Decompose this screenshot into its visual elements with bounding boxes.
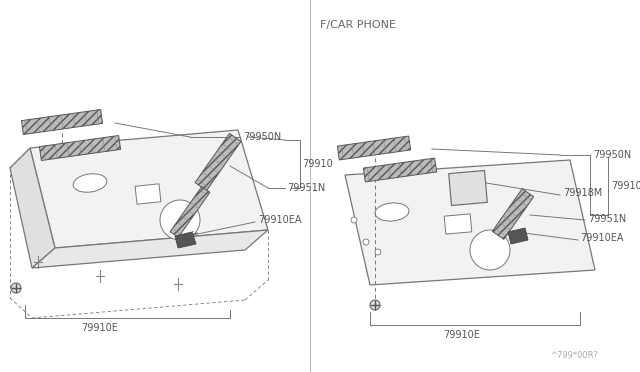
Circle shape xyxy=(11,283,21,293)
Polygon shape xyxy=(135,184,161,204)
Polygon shape xyxy=(21,109,102,135)
Circle shape xyxy=(363,239,369,245)
Text: 79910EA: 79910EA xyxy=(580,233,623,243)
Circle shape xyxy=(370,300,380,310)
Polygon shape xyxy=(337,136,411,160)
Polygon shape xyxy=(345,160,595,285)
Circle shape xyxy=(351,217,357,223)
Text: 79910: 79910 xyxy=(611,181,640,191)
Text: 79910EA: 79910EA xyxy=(258,215,301,225)
Polygon shape xyxy=(195,134,241,190)
Polygon shape xyxy=(10,148,55,268)
Text: 79918M: 79918M xyxy=(563,188,602,198)
Text: 79910: 79910 xyxy=(302,159,333,169)
Text: 79910E: 79910E xyxy=(444,330,481,340)
Polygon shape xyxy=(364,158,436,182)
Polygon shape xyxy=(508,228,528,244)
Polygon shape xyxy=(444,214,472,234)
Text: 79910E: 79910E xyxy=(81,323,118,333)
Circle shape xyxy=(160,200,200,240)
Polygon shape xyxy=(170,187,210,237)
Ellipse shape xyxy=(375,203,409,221)
Polygon shape xyxy=(449,170,487,205)
Text: 79950N: 79950N xyxy=(593,150,631,160)
Polygon shape xyxy=(32,230,268,268)
Circle shape xyxy=(470,230,510,270)
Text: 79951N: 79951N xyxy=(588,214,627,224)
Polygon shape xyxy=(40,135,120,160)
Polygon shape xyxy=(30,130,268,248)
Text: 79951N: 79951N xyxy=(287,183,325,193)
Polygon shape xyxy=(175,232,196,248)
Circle shape xyxy=(375,249,381,255)
Text: 79950N: 79950N xyxy=(243,132,281,142)
Polygon shape xyxy=(492,189,534,239)
Text: F/CAR PHONE: F/CAR PHONE xyxy=(320,20,396,30)
Text: ^799*00R?: ^799*00R? xyxy=(550,350,598,359)
Ellipse shape xyxy=(73,174,107,192)
